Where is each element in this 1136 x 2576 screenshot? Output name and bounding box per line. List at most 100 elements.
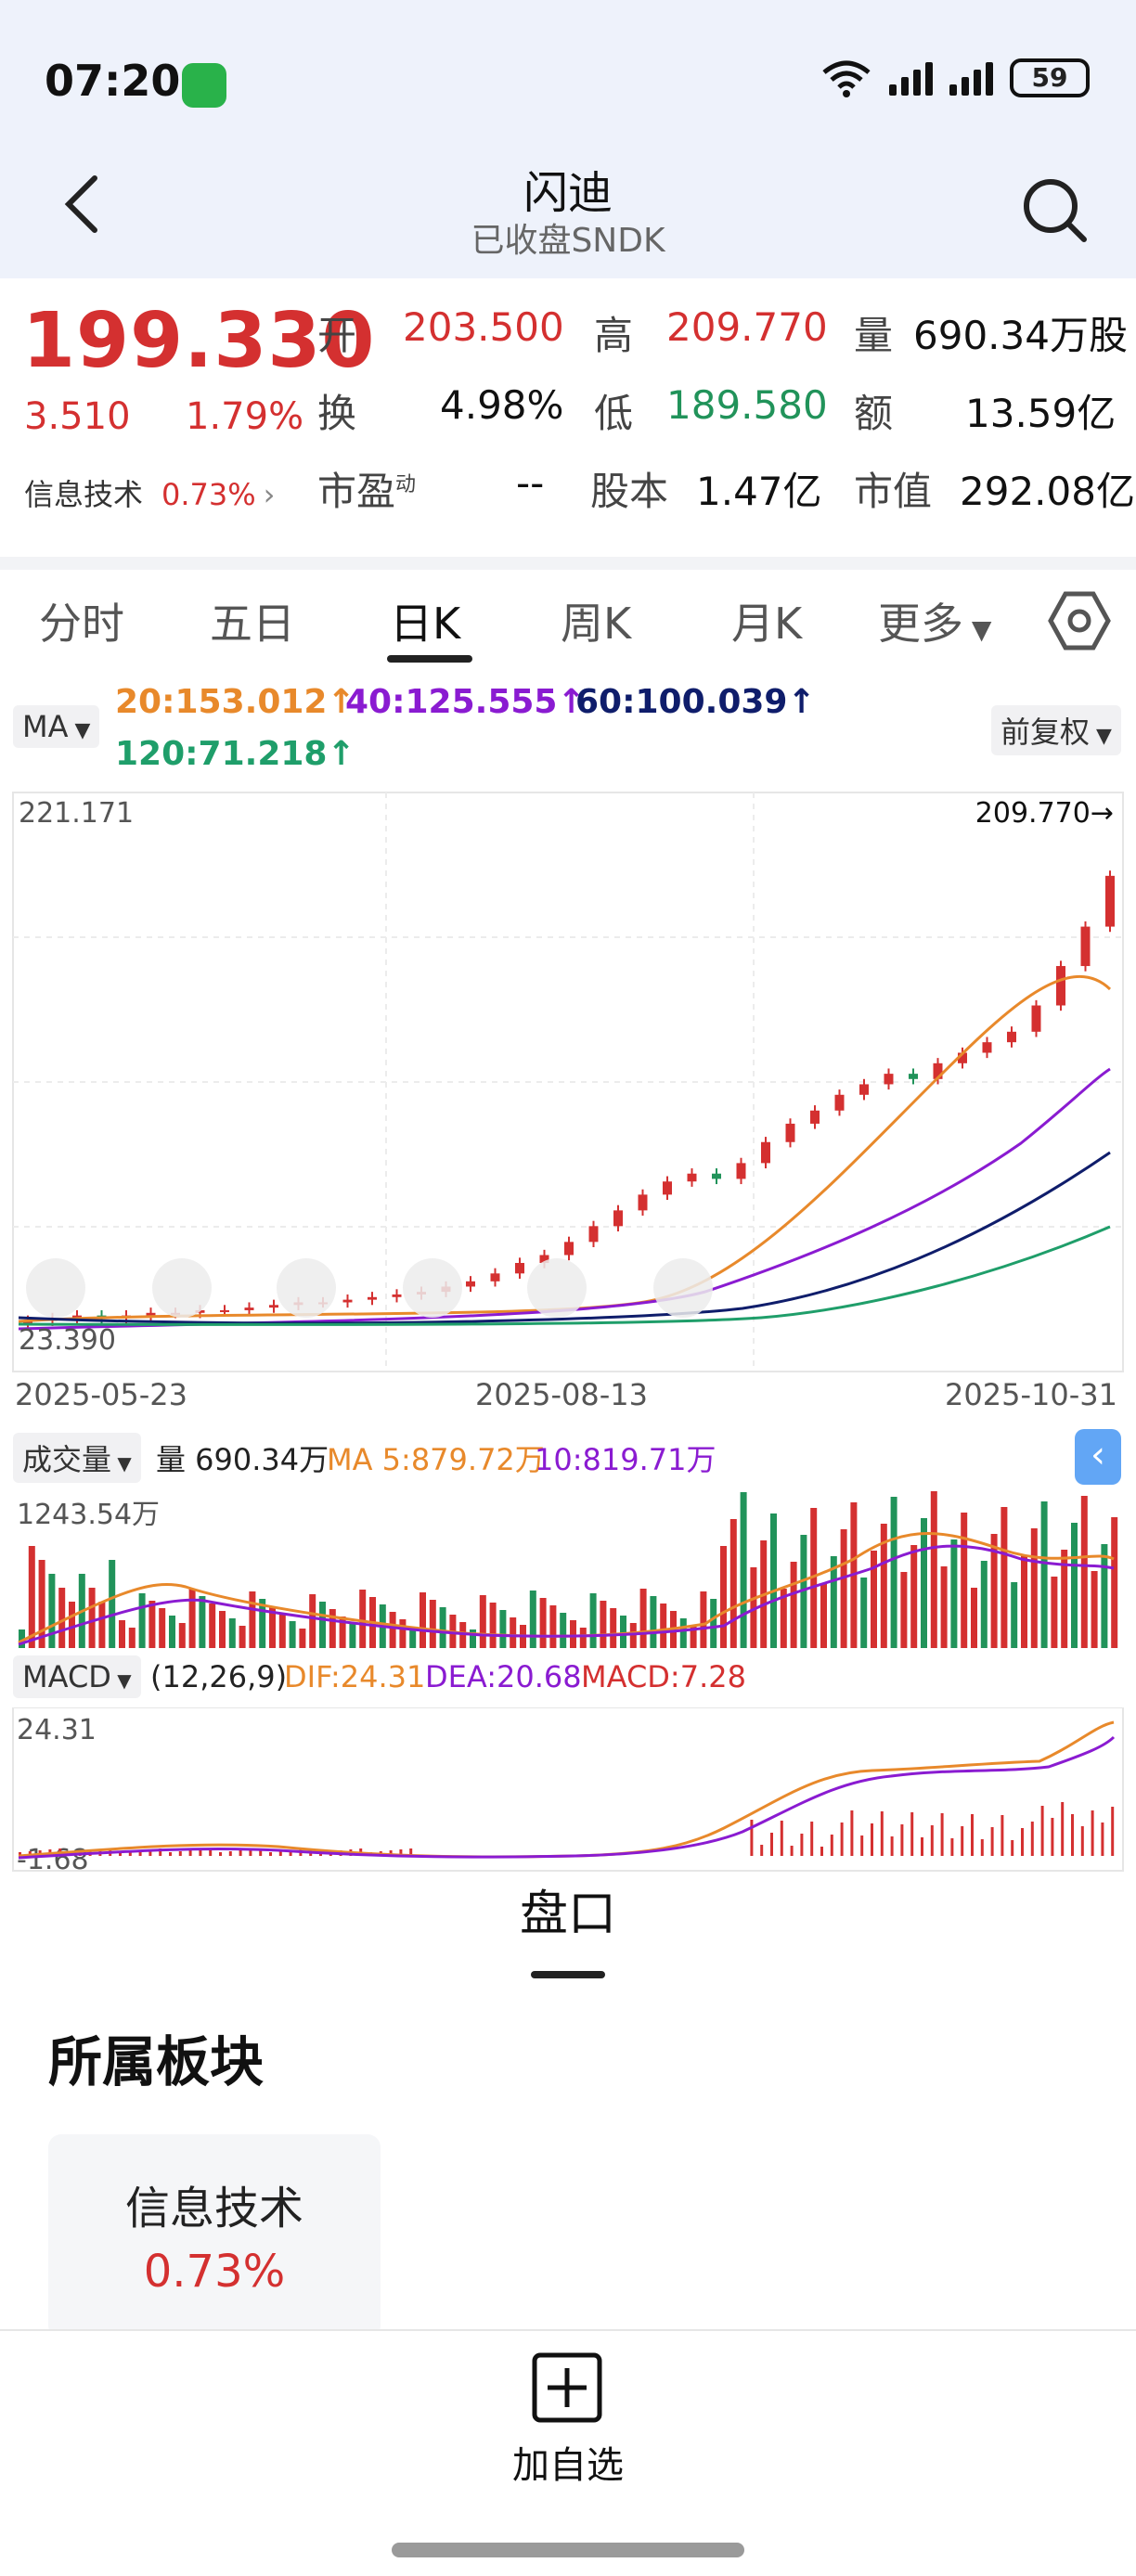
ma20-value: 20:153.012↑ [115,683,355,721]
volume-ma10-line [18,1544,1115,1646]
macd-bar [28,1851,32,1856]
volume-bar [690,1626,697,1648]
candle [490,1273,500,1282]
candle [982,1042,992,1053]
search-icon[interactable] [1019,174,1090,245]
macd-params: (12,26,9) [150,1659,288,1694]
quote-panel: 199.330 3.510 1.79% 信息技术 0.73% › 开 203.500… [0,278,1136,547]
umbrella-app-icon [182,63,226,108]
home-indicator [392,2543,744,2557]
volume-bar [359,1590,367,1648]
kline-chart[interactable]: 221.171 209.770→ 23.390 2025-05-23 2025-… [0,781,1136,1431]
tab-pankou[interactable]: 盘口 [519,1887,616,1942]
volume-bar [589,1593,597,1648]
volume-bar [128,1628,136,1648]
tab-monthly-k[interactable]: 月K [731,599,803,649]
volume-bar [570,1620,576,1648]
volume-bar [770,1513,777,1648]
macd-bar [950,1838,954,1856]
date-start-label: 2025-05-23 [15,1377,187,1412]
macd-bar [1111,1807,1115,1856]
volume-bar [439,1607,446,1648]
volume-bar [199,1596,206,1648]
step-forward-button[interactable] [527,1258,587,1318]
macd-bar [871,1823,873,1856]
ma20-line [18,975,1112,1323]
volume-selector[interactable]: 成交量 ▼ [13,1433,141,1483]
volume-bar [399,1619,407,1648]
macd-bar [188,1850,192,1856]
rewind-button[interactable] [26,1258,85,1318]
adjust-selector[interactable]: 前复权 ▼ [991,705,1121,755]
zoom-out-button[interactable] [152,1258,212,1318]
macd-bar [128,1851,132,1856]
candle [392,1294,402,1297]
sector-card[interactable]: 信息技术 0.73% [48,2134,381,2338]
sector-link[interactable]: 信息技术 0.73% › [24,471,275,514]
signal-icon-2 [949,60,993,96]
macd-bar [1071,1814,1074,1856]
settings-icon[interactable] [1047,588,1112,653]
high-marker-label: 209.770→ [975,797,1114,830]
macd-bar [228,1851,232,1856]
volume-bar [820,1583,827,1648]
volume-bar [880,1524,887,1648]
volume-bar [549,1605,557,1648]
ma40-line [18,1067,1111,1331]
zoom-in-button[interactable] [277,1258,336,1318]
period-tabs: 分时 五日 日K 周K 月K 更多 ▼ [0,557,1136,663]
collapse-panel-button[interactable]: ‹ [1075,1429,1121,1485]
candle [663,1181,672,1195]
macd-bar [930,1825,934,1856]
candle [195,1309,205,1313]
volume-bar [830,1556,837,1648]
macd-bar [138,1850,142,1856]
macd-bar [780,1821,783,1856]
volume-value: 690.34万股 [913,313,1128,358]
sector-pct: 0.73% [161,477,256,512]
tab-more[interactable]: 更多 ▼ [878,599,992,649]
volume-ma10: 10:819.71万 [535,1442,716,1477]
volume-legend: 成交量 ▼ 量 690.34万 MA 5:879.72万 10:819.71万 … [0,1420,1136,1485]
macd-bar [1040,1806,1044,1856]
tab-intraday[interactable]: 分时 [39,599,124,649]
header: 闪迪 已收盘SNDK [0,167,1136,278]
macd-bar [971,1814,974,1856]
candle [368,1296,377,1300]
candle [1031,1005,1041,1032]
volume-bar [1091,1571,1098,1648]
candle [736,1163,746,1179]
tab-weekly-k[interactable]: 周K [561,599,632,649]
bottom-bar: 加自选 [0,2329,1136,2576]
volume-bar [319,1602,326,1648]
fullscreen-button[interactable] [653,1258,713,1318]
sector-card-pct: 0.73% [143,2246,286,2298]
chevron-right-icon: › [263,477,276,512]
tab-daily-k[interactable]: 日K [390,599,461,649]
macd-bar [860,1835,864,1856]
step-back-button[interactable] [403,1258,462,1318]
ma-selector[interactable]: MA ▼ [13,705,100,748]
macd-bar [850,1810,854,1856]
macd-bar [1091,1810,1094,1856]
volume-bar [178,1623,186,1648]
tab-five-day[interactable]: 五日 [210,599,295,649]
volume-label: 量 [854,313,894,358]
candle [244,1307,254,1310]
volume-bar [810,1508,818,1648]
add-watchlist-icon[interactable] [531,2351,603,2424]
back-icon[interactable] [56,167,111,241]
volume-bar [971,1588,977,1648]
macd-bar [760,1845,764,1856]
macd-selector[interactable]: MACD ▼ [13,1655,141,1698]
add-watchlist-button[interactable]: 加自选 [512,2444,624,2487]
candle [638,1194,648,1211]
macd-bar [169,1852,172,1856]
volume-bar [900,1572,908,1648]
volume-bar [950,1539,958,1648]
macd-bar [159,1848,162,1856]
candle [933,1063,943,1079]
volume-bar [940,1566,948,1648]
volume-chart: 1243.54万 [17,1491,1118,1648]
pankou-indicator [531,1971,605,1978]
